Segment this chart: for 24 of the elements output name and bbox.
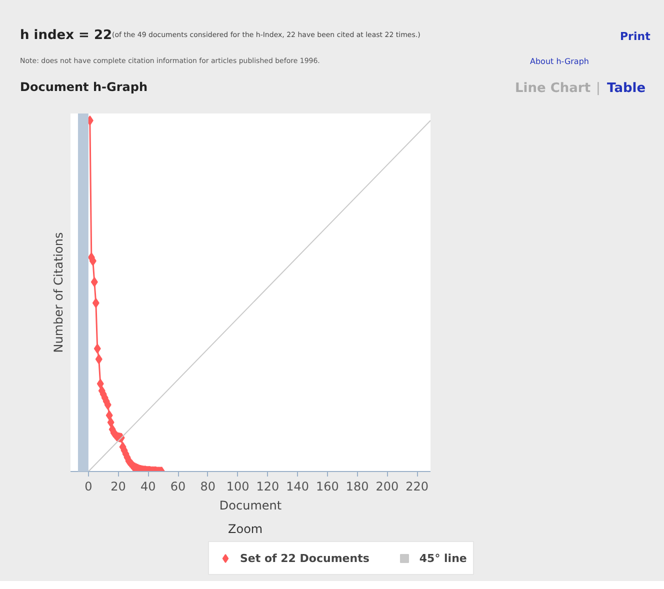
- y-axis-title: Number of Citations: [52, 232, 66, 353]
- x-tick-label: 180: [346, 480, 369, 494]
- text: Document h-Graph: [20, 80, 148, 94]
- text: About h-Graph: [530, 57, 589, 66]
- text: Table: [607, 81, 646, 96]
- x-tick-label: 20: [110, 480, 126, 494]
- legend-label: 45° line: [419, 552, 467, 564]
- text: Print: [620, 30, 650, 43]
- text: |: [596, 81, 600, 96]
- x-tick-label: 220: [406, 480, 429, 494]
- x-tick-label: 200: [376, 480, 399, 494]
- x-tick-label: 40: [140, 480, 156, 494]
- x-axis-title: Document: [219, 498, 282, 512]
- x-tick-label: 160: [316, 480, 339, 494]
- x-tick-label: 100: [226, 480, 250, 494]
- chart-title: h index = 22: [20, 28, 112, 43]
- x-tick-label: 140: [286, 480, 310, 494]
- text: Line Chart: [515, 81, 591, 96]
- legend-label: Set of 22 Documents: [240, 552, 370, 564]
- x-tick-label: 0: [84, 480, 92, 494]
- text: Zoom: [227, 521, 263, 538]
- x-tick-label: 60: [170, 480, 186, 494]
- x-tick-label: 120: [256, 480, 280, 494]
- x-tick-label: 80: [200, 480, 216, 494]
